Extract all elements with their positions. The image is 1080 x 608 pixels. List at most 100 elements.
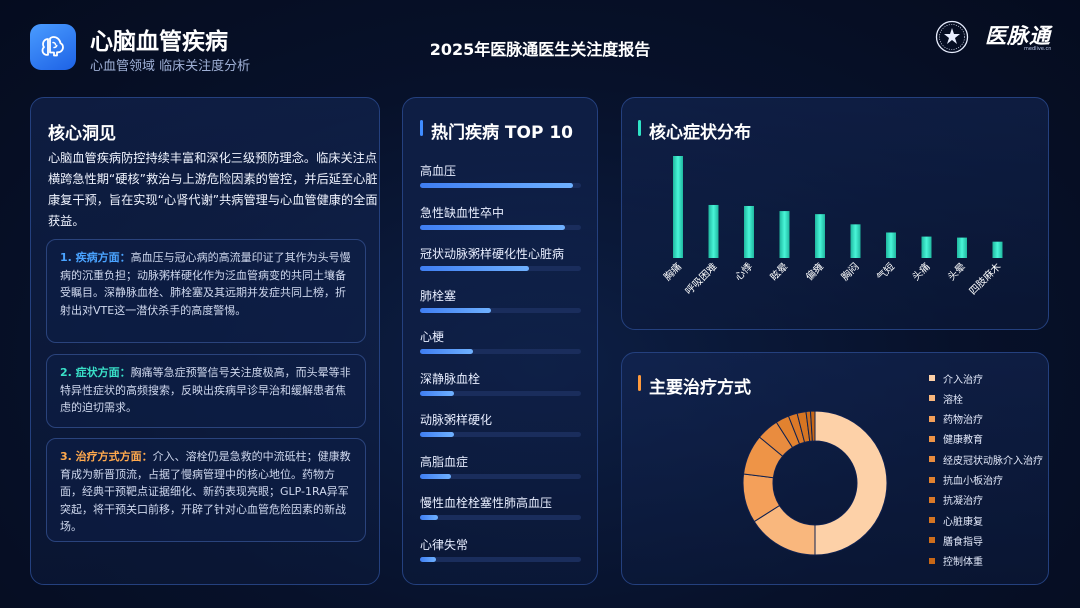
emblem-logo-icon bbox=[935, 20, 969, 54]
legend-label: 膳食指导 bbox=[943, 536, 983, 548]
symptom-bar bbox=[744, 205, 754, 258]
insights-intro: 心脑血管疾病防控持续丰富和深化三级预防理念。临床关注点横跨急性期“硬核”救治与上… bbox=[48, 151, 378, 228]
disease-label: 冠状动脉粥样硬化性心脏病 bbox=[420, 247, 565, 261]
insights-panel: 核心洞见 心脑血管疾病防控持续丰富和深化三级预防理念。临床关注点横跨急性期“硬核… bbox=[30, 97, 380, 585]
insight-head: 1. 疾病方面： bbox=[60, 251, 131, 264]
page-subtitle: 心血管领域 临床关注度分析 bbox=[90, 59, 251, 74]
disease-bar bbox=[420, 349, 474, 354]
report-title: 2025年医脉通医生关注度报告 bbox=[429, 40, 651, 59]
disease-bar bbox=[420, 183, 573, 188]
legend-item: 抗凝治疗 bbox=[929, 493, 983, 507]
legend-item: 膳食指导 bbox=[929, 533, 983, 548]
legend-swatch bbox=[929, 496, 935, 503]
disease-bar-track bbox=[420, 183, 581, 188]
symptom-bar bbox=[815, 214, 825, 258]
symptom-label: 胸痛 bbox=[661, 260, 684, 283]
legend-label: 药物治疗 bbox=[943, 415, 983, 427]
symptoms-title: 核心症状分布 bbox=[649, 123, 751, 143]
disease-bar-track bbox=[420, 307, 581, 313]
legend-swatch bbox=[929, 517, 935, 524]
legend-swatch bbox=[929, 557, 935, 564]
symptom-bar bbox=[779, 211, 790, 258]
disease-bar-track bbox=[420, 349, 581, 354]
legend-swatch bbox=[929, 375, 935, 381]
legend-item: 经皮冠状动脉介入治疗 bbox=[929, 452, 1043, 467]
disease-label: 心梗 bbox=[420, 330, 445, 344]
legend-label: 介入治疗 bbox=[943, 374, 983, 386]
legend-item: 药物治疗 bbox=[929, 412, 983, 426]
symptom-bar bbox=[708, 204, 719, 258]
disease-bar bbox=[420, 266, 530, 271]
insight-card-symptom: 2. 症状方面：胸痛等急症预警信号关注度极高，而头晕等非特异性症状的高频搜索，反… bbox=[46, 354, 366, 428]
legend-swatch bbox=[929, 456, 935, 463]
disease-bar bbox=[420, 432, 454, 437]
treatments-accent-bar bbox=[638, 375, 641, 391]
symptom-label: 头晕 bbox=[945, 261, 968, 284]
disease-bar bbox=[420, 224, 565, 230]
disease-label: 高脂血症 bbox=[420, 454, 469, 469]
disease-bar-track bbox=[420, 266, 581, 271]
treatment-donut-chart bbox=[742, 410, 888, 556]
page-title: 心脑血管疾病 bbox=[90, 29, 228, 55]
brand-logo: 医脉通 bbox=[985, 24, 1051, 48]
legend-label: 健康教育 bbox=[943, 435, 983, 447]
legend-swatch bbox=[929, 476, 935, 483]
legend-label: 抗血小板治疗 bbox=[943, 476, 1003, 487]
legend-item: 抗血小板治疗 bbox=[929, 473, 1003, 487]
top-diseases-accent-bar bbox=[420, 120, 423, 136]
disease-bar bbox=[420, 515, 438, 520]
legend-swatch bbox=[929, 435, 935, 442]
disease-label: 深静脉血栓 bbox=[420, 371, 481, 386]
disease-bar-track bbox=[420, 224, 581, 230]
treatments-panel: 主要治疗方式 介入治疗溶栓药物治疗健康教育经皮冠状动脉介入治疗 抗血小板治疗 抗凝治… bbox=[621, 352, 1049, 585]
top-diseases-panel: 热门疾病 TOP 10 高血压急性缺血性卒中冠状动脉粥样硬化性心脏病 肺栓塞心梗深… bbox=[402, 97, 598, 585]
disease-bar-track bbox=[420, 432, 581, 437]
symptom-bar bbox=[673, 156, 683, 258]
legend-swatch bbox=[929, 415, 935, 422]
insight-card-treatment: 3. 治疗方式方面：介入、溶栓仍是急救的中流砥柱；健康教育成为新晋顶流，占据了慢… bbox=[46, 438, 366, 542]
symptom-bar bbox=[992, 241, 1003, 258]
disease-bar bbox=[420, 307, 491, 313]
legend-label: 溶栓 bbox=[943, 394, 963, 406]
insight-card-disease: 1. 疾病方面：高血压与冠心病的高流量印证了其作为头号慢病的沉重负担；动脉粥样硬… bbox=[46, 239, 366, 343]
symptom-label: 四肢麻木 bbox=[966, 260, 1003, 297]
insight-body: 高血压与冠心病的高流量印证了其作为头号慢病的沉重负担；动脉粥样硬化作为泛血管病变… bbox=[60, 251, 351, 317]
legend-swatch bbox=[929, 537, 935, 544]
disease-bar-track bbox=[420, 515, 581, 520]
treatment-slice bbox=[809, 410, 816, 442]
treatment-slice bbox=[814, 410, 888, 556]
disease-bar-track bbox=[420, 556, 581, 562]
treatments-title: 主要治疗方式 bbox=[649, 378, 751, 398]
app-icon bbox=[30, 24, 76, 70]
disease-label: 心律失常 bbox=[420, 537, 469, 552]
disease-bar bbox=[420, 390, 454, 396]
insight-body: 胸痛等急症预警信号关注度极高，而头晕等非特异性症状的高频搜索，反映出疾病早诊早治… bbox=[60, 366, 351, 414]
symptom-label: 气短 bbox=[874, 260, 897, 283]
symptom-bar-chart: 胸痛 呼吸困难 心悸 眩晕 偏瘫 胸闷 气短 头痛 头晕 四肢麻木 bbox=[661, 156, 1004, 298]
disease-label: 高血压 bbox=[420, 164, 457, 178]
symptom-label: 心悸 bbox=[732, 260, 755, 283]
symptom-label: 胸闷 bbox=[838, 260, 861, 283]
disease-bar-track bbox=[420, 473, 581, 479]
disease-bar-track bbox=[420, 390, 581, 396]
legend-swatch bbox=[929, 395, 935, 402]
insight-body: 介入、溶栓仍是急救的中流砥柱；健康教育成为新晋顶流，占据了慢病管理中的核心地位。… bbox=[60, 450, 351, 533]
top-diseases-title: 热门疾病 TOP 10 bbox=[431, 123, 574, 143]
symptom-label: 眩晕 bbox=[767, 260, 790, 283]
symptom-bar bbox=[886, 232, 896, 258]
disease-label: 急性缺血性卒中 bbox=[420, 205, 505, 220]
disease-bar bbox=[420, 473, 451, 479]
brand-url: medlive.cn bbox=[1024, 46, 1052, 52]
brain-icon bbox=[41, 36, 64, 57]
symptom-label: 呼吸困难 bbox=[683, 261, 720, 298]
legend-label: 经皮冠状动脉介入治疗 bbox=[943, 455, 1043, 467]
insights-title: 核心洞见 bbox=[48, 124, 116, 144]
legend-item: 介入治疗 bbox=[929, 371, 983, 386]
legend-label: 心脏康复 bbox=[943, 516, 983, 528]
legend-item: 健康教育 bbox=[929, 432, 983, 446]
symptom-label: 头痛 bbox=[909, 260, 932, 283]
symptoms-panel: 核心症状分布 胸痛 呼吸困难 心悸 眩晕 偏瘫 胸闷 气短 头痛 头晕 四肢麻木 bbox=[621, 97, 1049, 330]
insight-head: 3. 治疗方式方面： bbox=[60, 450, 153, 463]
legend-label: 抗凝治疗 bbox=[943, 496, 983, 508]
disease-label: 肺栓塞 bbox=[420, 288, 457, 303]
